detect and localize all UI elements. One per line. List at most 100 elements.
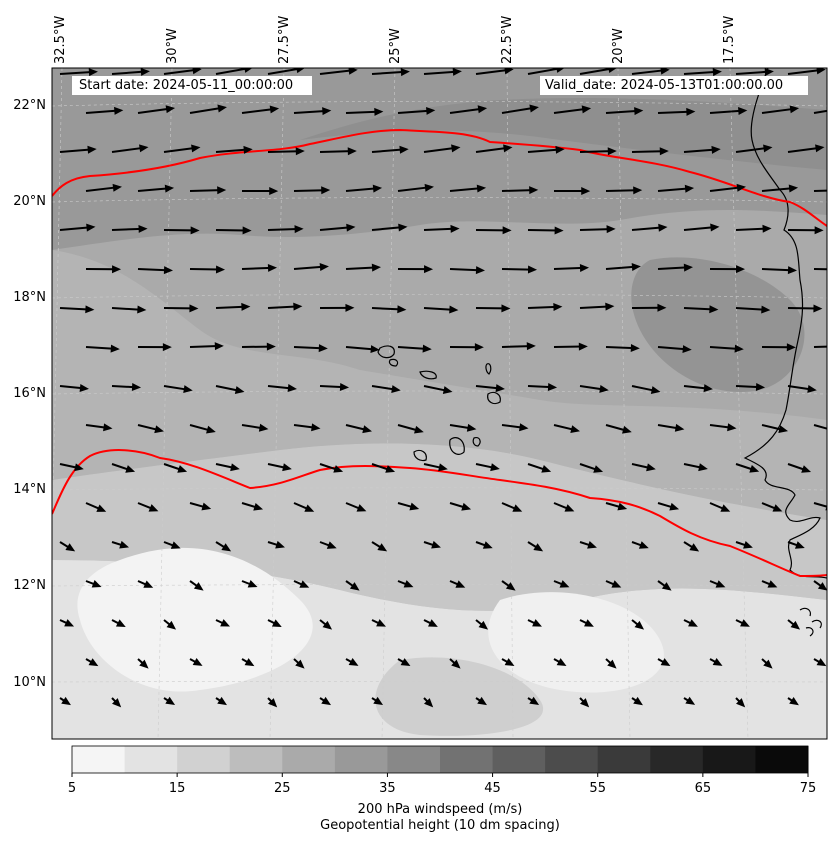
wind-arrow-icon — [787, 463, 812, 473]
wind-arrow-icon — [735, 541, 753, 549]
wind-arrow-icon — [371, 619, 386, 627]
wind-arrow-icon — [657, 184, 695, 193]
wind-vectors — [59, 68, 827, 708]
wind-arrow-icon — [319, 463, 344, 473]
wind-arrow-icon — [397, 344, 432, 353]
colorbar-segment — [334, 746, 388, 773]
cape-verde-island-3 — [419, 370, 437, 380]
wind-arrow-icon — [163, 619, 177, 630]
wind-arrow-icon — [59, 696, 71, 706]
wind-arrow-icon — [85, 658, 99, 667]
wind-arrow-icon — [111, 540, 129, 549]
wind-arrow-icon — [657, 658, 671, 667]
wind-arrow-icon — [527, 463, 552, 473]
colorbar-tick-label: 65 — [694, 781, 712, 796]
wind-arrow-icon — [189, 265, 226, 274]
wind-arrow-icon — [553, 187, 591, 196]
coastline — [377, 68, 827, 637]
cape-verde-island-1 — [377, 345, 395, 359]
colorbar-segment — [755, 746, 809, 773]
wind-arrow-icon — [267, 225, 304, 234]
wind-arrow-icon — [683, 541, 700, 552]
wind-arrow-icon — [579, 619, 594, 627]
colorbar-segment — [650, 746, 704, 773]
wind-arrow-icon — [215, 619, 231, 627]
wind-arrow-icon — [371, 223, 408, 232]
wind-arrow-icon — [137, 184, 175, 193]
wind-arrow-icon — [397, 183, 434, 192]
wind-arrow-icon — [423, 385, 453, 394]
wind-arrow-icon — [137, 424, 164, 434]
wind-arrow-icon — [813, 658, 827, 667]
wind-arrow-icon — [397, 106, 436, 115]
wind-arrow-icon — [163, 304, 199, 313]
wind-arrow-icon — [85, 106, 124, 115]
wind-arrow-icon — [709, 423, 737, 432]
wind-arrow-icon — [553, 342, 588, 351]
wind-arrow-icon — [163, 144, 201, 153]
wind-arrow-icon — [189, 424, 216, 434]
wind-arrow-icon — [371, 68, 410, 77]
wind-arrow-icon — [215, 541, 232, 552]
latitude-label: 18°N — [13, 290, 46, 305]
wind-arrow-icon — [449, 266, 486, 275]
wind-arrow-icon — [189, 580, 204, 591]
wind-arrow-icon — [761, 343, 796, 352]
wind-arrow-icon — [59, 305, 95, 314]
windspeed-patch-dark-east — [631, 257, 805, 392]
africa-coast — [743, 68, 827, 579]
wind-arrow-icon — [735, 382, 766, 391]
wind-arrow-icon — [527, 541, 544, 552]
wind-arrow-icon — [215, 68, 253, 75]
wind-arrow-icon — [189, 658, 203, 666]
wind-arrow-icon — [371, 305, 407, 314]
wind-arrow-icon — [683, 68, 722, 77]
colorbar-tick-label: 55 — [589, 781, 606, 796]
wind-arrow-icon — [813, 424, 827, 430]
wind-arrow-icon — [189, 186, 227, 195]
wind-arrow-icon — [241, 658, 255, 667]
wind-arrow-icon — [293, 580, 310, 588]
wind-arrow-icon — [735, 305, 771, 314]
wind-arrow-icon — [683, 223, 720, 232]
wind-arrow-icon — [631, 68, 670, 75]
wind-arrow-icon — [215, 145, 253, 154]
wind-arrow-icon — [787, 68, 826, 75]
colorbar-sublabel: Geopotential height (10 dm spacing) — [320, 818, 560, 833]
start-date-box — [72, 76, 312, 95]
wind-arrow-icon — [319, 541, 337, 549]
wind-arrow-icon — [59, 541, 76, 552]
colorbar-label: 200 hPa windspeed (m/s) — [357, 802, 523, 817]
wind-arrow-icon — [111, 305, 147, 314]
wind-arrow-icon — [527, 383, 558, 392]
longitude-label: 30°W — [165, 28, 180, 64]
longitude-label: 20°W — [611, 28, 626, 64]
wind-arrow-icon — [553, 264, 590, 272]
bijagos-islands — [799, 607, 822, 637]
wind-arrow-icon — [501, 423, 529, 432]
wind-arrow-icon — [241, 502, 264, 511]
wind-arrow-icon — [423, 463, 448, 472]
wind-arrow-icon — [423, 697, 434, 708]
wind-arrow-icon — [319, 68, 358, 75]
wind-arrow-icon — [579, 68, 617, 75]
wind-arrow-icon — [709, 265, 746, 274]
colorbar-tick-label: 15 — [168, 781, 186, 796]
wind-arrow-icon — [163, 226, 200, 235]
wind-arrow-icon — [449, 658, 461, 669]
wind-arrow-icon — [371, 463, 396, 473]
wind-arrow-icon — [475, 384, 505, 393]
wind-arrow-icon — [111, 697, 122, 708]
cape-verde-island-8 — [413, 449, 427, 462]
wind-arrow-icon — [59, 223, 96, 232]
wind-arrow-icon — [137, 266, 174, 275]
windspeed-patch-white-2 — [488, 592, 664, 693]
wind-arrow-icon — [449, 580, 466, 588]
colorbar-segment — [282, 746, 336, 773]
wind-arrow-icon — [579, 147, 617, 156]
wind-arrow-icon — [59, 619, 75, 627]
latitude-label: 22°N — [13, 98, 46, 113]
wind-arrow-icon — [423, 224, 460, 233]
wind-arrow-icon — [163, 696, 176, 706]
